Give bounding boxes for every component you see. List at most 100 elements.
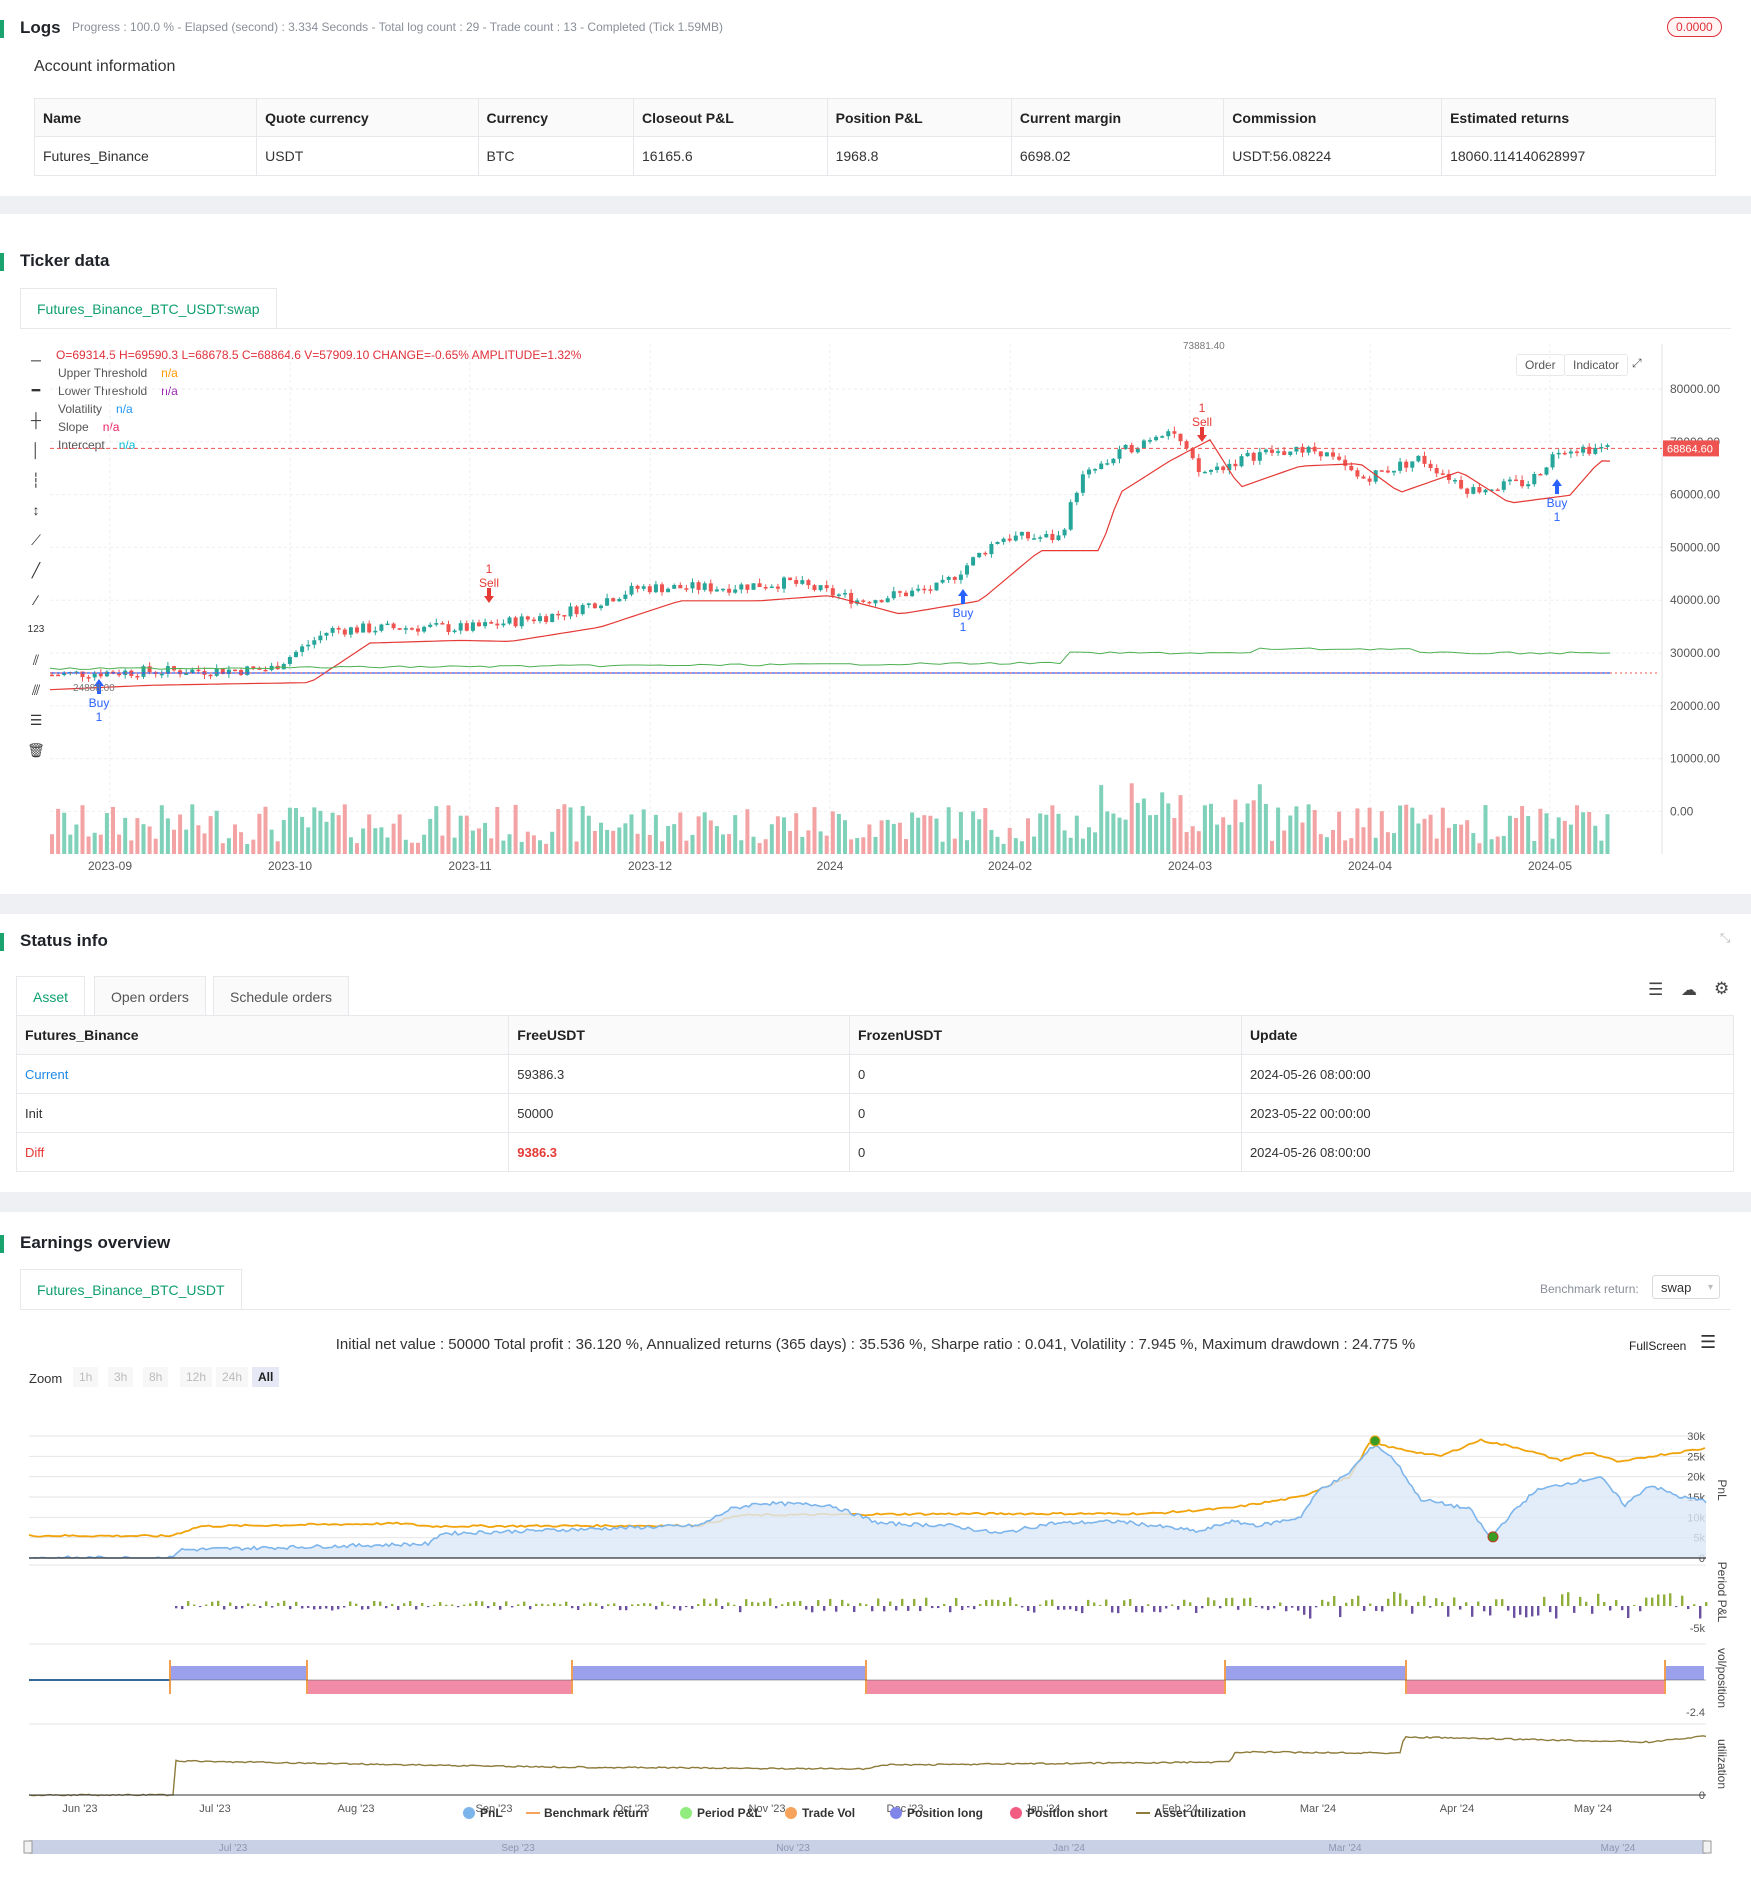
candle-body — [446, 624, 451, 633]
candle-body — [312, 640, 317, 645]
candle-body — [1233, 463, 1238, 467]
tab-ticker-symbol[interactable]: Futures_Binance_BTC_USDT:swap — [20, 288, 277, 328]
price-label-icon[interactable]: 123 — [27, 624, 45, 635]
pnl-tick-label: 25k — [1687, 1451, 1705, 1463]
period-bar — [583, 1603, 586, 1606]
volume-bar — [568, 807, 573, 854]
period-bar — [1519, 1606, 1522, 1615]
period-bar — [1441, 1601, 1444, 1606]
period-bar — [673, 1606, 676, 1609]
tab-schedule-orders[interactable]: Schedule orders — [213, 976, 349, 1016]
vertical-segment-icon[interactable]: ┆ — [31, 472, 41, 488]
volume-bar — [1141, 798, 1146, 854]
tab-asset[interactable]: Asset — [16, 976, 86, 1016]
cross-line-icon[interactable]: ┼ — [31, 412, 41, 428]
candle-body — [336, 627, 341, 630]
y-tick-label: 50000.00 — [1670, 540, 1720, 554]
legend-item[interactable]: Period P&L — [680, 1806, 762, 1820]
volume-bar — [220, 843, 225, 854]
position-short-bar — [866, 1680, 1225, 1694]
volume-bar — [1312, 810, 1317, 854]
zoom-all-button[interactable]: All — [252, 1367, 280, 1387]
y-tick-label: 80000.00 — [1670, 382, 1720, 396]
candle-body — [239, 670, 244, 675]
legend-label: Benchmark return — [544, 1806, 647, 1820]
order-button[interactable]: Order — [1516, 354, 1565, 376]
vertical-line-icon[interactable]: │ — [31, 442, 41, 458]
period-bar — [403, 1603, 406, 1606]
volume-bar — [873, 836, 878, 854]
trend-line-icon[interactable]: ⟋ — [31, 532, 41, 548]
vertical-ray-icon[interactable]: ↕ — [32, 502, 40, 518]
volume-bar — [727, 834, 732, 854]
legend-item[interactable]: Position short — [1010, 1806, 1108, 1820]
candle-body — [385, 623, 390, 626]
candle-body — [1355, 470, 1360, 477]
logs-panel: Logs Progress : 100.0 % - Elapsed (secon… — [0, 0, 1751, 196]
period-bar — [493, 1602, 496, 1606]
legend-item[interactable]: Position long — [890, 1806, 983, 1820]
period-bar — [1279, 1602, 1282, 1606]
buy-label: Buy — [1547, 496, 1568, 510]
zoom-3h-button[interactable]: 3h — [108, 1367, 134, 1387]
candle-body — [794, 579, 799, 584]
zoom-12h-button[interactable]: 12h — [180, 1367, 213, 1387]
trash-icon[interactable]: 🗑 — [27, 742, 45, 758]
zoom-1h-button[interactable]: 1h — [73, 1367, 99, 1387]
fib-retracement-icon[interactable]: ☰ — [29, 712, 43, 728]
menu-icon[interactable]: ☰ — [1700, 1332, 1717, 1352]
period-bar — [307, 1606, 310, 1608]
legend-item[interactable]: Benchmark return — [526, 1806, 647, 1820]
legend-item[interactable]: Asset utilization — [1136, 1806, 1246, 1820]
period-bar — [505, 1601, 508, 1606]
candle-body — [891, 591, 896, 599]
volume-bar — [1306, 804, 1311, 854]
period-bar — [955, 1598, 958, 1606]
x-tick-label: Apr '24 — [1440, 1803, 1475, 1815]
period-bar — [559, 1604, 562, 1606]
period-bar — [709, 1603, 712, 1606]
candle-body — [397, 628, 402, 630]
indicator-button[interactable]: Indicator — [1564, 354, 1629, 376]
legend-item[interactable]: Trade Vol — [785, 1806, 855, 1820]
volume-bar — [525, 831, 530, 854]
segment-icon[interactable]: ∕ — [34, 592, 38, 608]
candle-body — [1501, 481, 1506, 490]
expand-icon[interactable]: ⤢ — [1632, 356, 1642, 370]
horizontal-line-icon[interactable]: ─ — [31, 352, 41, 368]
zoom-8h-button[interactable]: 8h — [143, 1367, 169, 1387]
volume-bar — [202, 833, 207, 854]
zoom-24h-button[interactable]: 24h — [216, 1367, 249, 1387]
fullscreen-button[interactable]: FullScreen — [1629, 1339, 1687, 1353]
period-bar — [1381, 1606, 1384, 1612]
volume-bar — [1062, 830, 1067, 854]
tab-open-orders[interactable]: Open orders — [94, 976, 206, 1016]
settings-icon[interactable]: ⚙ — [1714, 979, 1730, 998]
legend-item[interactable]: PnL — [463, 1806, 503, 1820]
volume-bar — [599, 822, 603, 854]
candle-body — [702, 583, 707, 590]
fib-icon[interactable]: ⫻ — [31, 682, 41, 698]
candle-body — [666, 588, 671, 593]
cloud-download-icon[interactable]: ☁ — [1681, 982, 1697, 999]
candle-body — [519, 616, 524, 627]
period-bar — [1141, 1606, 1144, 1613]
tab-earnings-symbol[interactable]: Futures_Binance_BTC_USDT — [20, 1269, 242, 1309]
volume-bar — [946, 807, 951, 854]
ray-line-icon[interactable]: ╱ — [31, 562, 41, 578]
period-bar — [691, 1606, 694, 1609]
period-bar — [373, 1601, 376, 1606]
list-icon[interactable]: ☰ — [1648, 980, 1664, 999]
horizontal-ray-icon[interactable]: ━ — [31, 382, 41, 398]
candle-body — [830, 588, 835, 596]
account-cell: 1968.8 — [826, 136, 1012, 176]
candle-body — [92, 673, 97, 678]
collapse-icon[interactable]: ⤡ — [1720, 930, 1731, 945]
period-bar — [1147, 1604, 1150, 1606]
parallel-channel-icon[interactable]: ⫽ — [32, 652, 40, 668]
candle-body — [574, 606, 579, 615]
benchmark-select[interactable]: swap ▾ — [1652, 1275, 1720, 1299]
volume-bar — [269, 829, 274, 854]
candle-body — [763, 587, 768, 589]
